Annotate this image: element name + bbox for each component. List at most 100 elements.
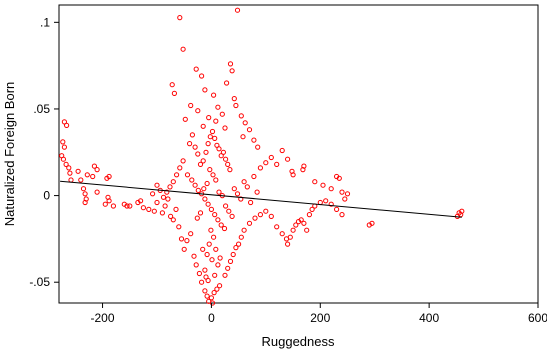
data-point [227, 167, 233, 173]
data-point [246, 220, 253, 226]
data-point [217, 283, 223, 289]
data-point [150, 191, 156, 197]
data-point [178, 236, 185, 242]
y-tick-label: -.05 [29, 275, 50, 289]
data-point [173, 206, 179, 212]
data-point [127, 203, 133, 209]
data-point [238, 234, 244, 240]
data-point [154, 182, 160, 188]
data-point [105, 194, 111, 200]
data-point [334, 206, 340, 212]
data-point [251, 137, 257, 143]
data-point [159, 210, 165, 216]
data-point [234, 191, 241, 197]
data-point [252, 215, 258, 221]
data-point [220, 149, 226, 155]
data-point [241, 227, 247, 233]
data-point [209, 257, 215, 263]
data-point [194, 215, 200, 221]
data-point [279, 147, 285, 154]
data-point [174, 172, 180, 178]
data-point [182, 116, 188, 122]
data-point [200, 123, 206, 129]
data-point [233, 102, 239, 109]
data-point [225, 161, 231, 167]
data-point [215, 217, 221, 223]
data-point [177, 165, 183, 171]
data-point [257, 165, 263, 171]
data-point [204, 180, 210, 187]
data-point [154, 199, 160, 206]
data-point [229, 213, 235, 219]
data-point [210, 172, 216, 178]
data-point [60, 139, 66, 145]
data-point [82, 191, 88, 197]
data-point [344, 191, 351, 197]
data-point [208, 206, 214, 212]
data-point [200, 246, 206, 252]
data-point [209, 300, 216, 306]
data-point [206, 115, 212, 121]
data-point [171, 90, 177, 97]
data-point [212, 135, 218, 141]
data-point [169, 82, 175, 88]
data-point [263, 208, 269, 214]
data-point [241, 179, 247, 185]
data-point [211, 92, 217, 98]
data-point [274, 224, 280, 230]
data-point [203, 149, 209, 155]
data-point [215, 262, 221, 268]
data-point [202, 87, 208, 93]
data-point [207, 167, 213, 173]
axes: -200 0 200 400 600 -.05 0 .05 .1 [29, 15, 547, 325]
data-point [238, 196, 244, 202]
data-point [323, 198, 329, 204]
data-point [170, 217, 176, 223]
data-point [177, 15, 183, 21]
data-point [208, 295, 214, 301]
data-point [248, 199, 254, 206]
data-point [75, 168, 81, 174]
data-point [342, 196, 348, 202]
data-point [94, 189, 100, 195]
data-point [195, 108, 201, 114]
data-point [167, 184, 173, 190]
data-point [64, 122, 70, 129]
data-point [207, 134, 213, 140]
x-tick-label: 600 [528, 311, 547, 325]
data-point [188, 231, 194, 237]
data-point [216, 189, 222, 195]
y-tick-label: .05 [33, 102, 50, 116]
data-point [160, 194, 167, 200]
data-point [209, 128, 216, 135]
data-point [146, 206, 152, 212]
data-point [225, 265, 231, 271]
data-point [312, 179, 318, 185]
data-point [366, 222, 372, 228]
data-point [162, 203, 168, 209]
data-point [91, 163, 98, 169]
data-point [181, 246, 187, 252]
y-tick-label: 0 [43, 189, 50, 203]
data-point [293, 222, 299, 228]
data-point [334, 173, 340, 180]
data-point [223, 203, 229, 209]
data-point [195, 151, 201, 157]
x-axis-title: Ruggedness [262, 334, 335, 349]
data-point [339, 189, 345, 195]
data-point [204, 293, 210, 299]
data-point [180, 46, 186, 52]
data-point [223, 156, 229, 162]
data-point [102, 201, 108, 207]
fit-line [60, 180, 462, 218]
data-point [289, 168, 295, 174]
data-point [227, 61, 234, 67]
data-point [180, 158, 186, 164]
data-point [339, 212, 345, 218]
data-point [188, 102, 194, 109]
data-point [240, 134, 246, 140]
data-point [268, 154, 274, 161]
data-point [140, 205, 146, 211]
data-point [84, 172, 90, 178]
